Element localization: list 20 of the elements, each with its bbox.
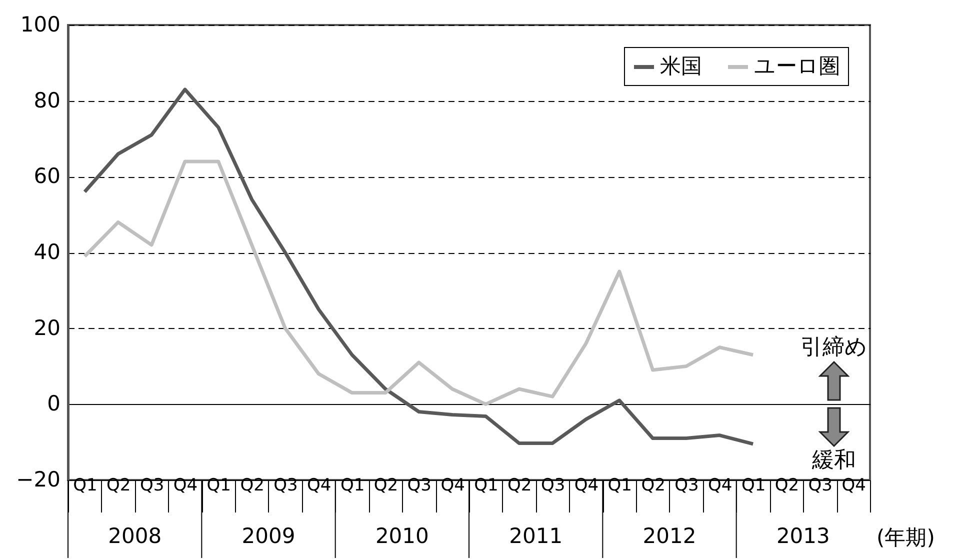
text: 2013 xyxy=(776,524,830,548)
y-tick-label: 60 xyxy=(34,164,60,188)
x-axis-title: (年期) xyxy=(876,526,935,550)
line-series xyxy=(82,160,755,406)
text: 2012 xyxy=(642,524,696,548)
y-tick-label: 80 xyxy=(34,88,60,112)
legend-label: ユーロ圏 xyxy=(754,54,840,78)
y-tick-label: 100 xyxy=(20,12,60,36)
text: 2008 xyxy=(108,524,162,548)
legend-label: 米国 xyxy=(660,54,702,78)
y-tick-label: 0 xyxy=(47,392,60,416)
text: 2011 xyxy=(509,524,563,548)
annotation: 引締め xyxy=(800,335,868,360)
annotation: 緩和 xyxy=(811,448,856,473)
line-series xyxy=(82,88,755,446)
y-tick-label: 40 xyxy=(34,240,60,264)
y-tick-label: 20 xyxy=(34,316,60,340)
y-tick-label: −20 xyxy=(16,468,60,492)
text: 2009 xyxy=(242,524,296,548)
text: 2010 xyxy=(375,524,429,548)
